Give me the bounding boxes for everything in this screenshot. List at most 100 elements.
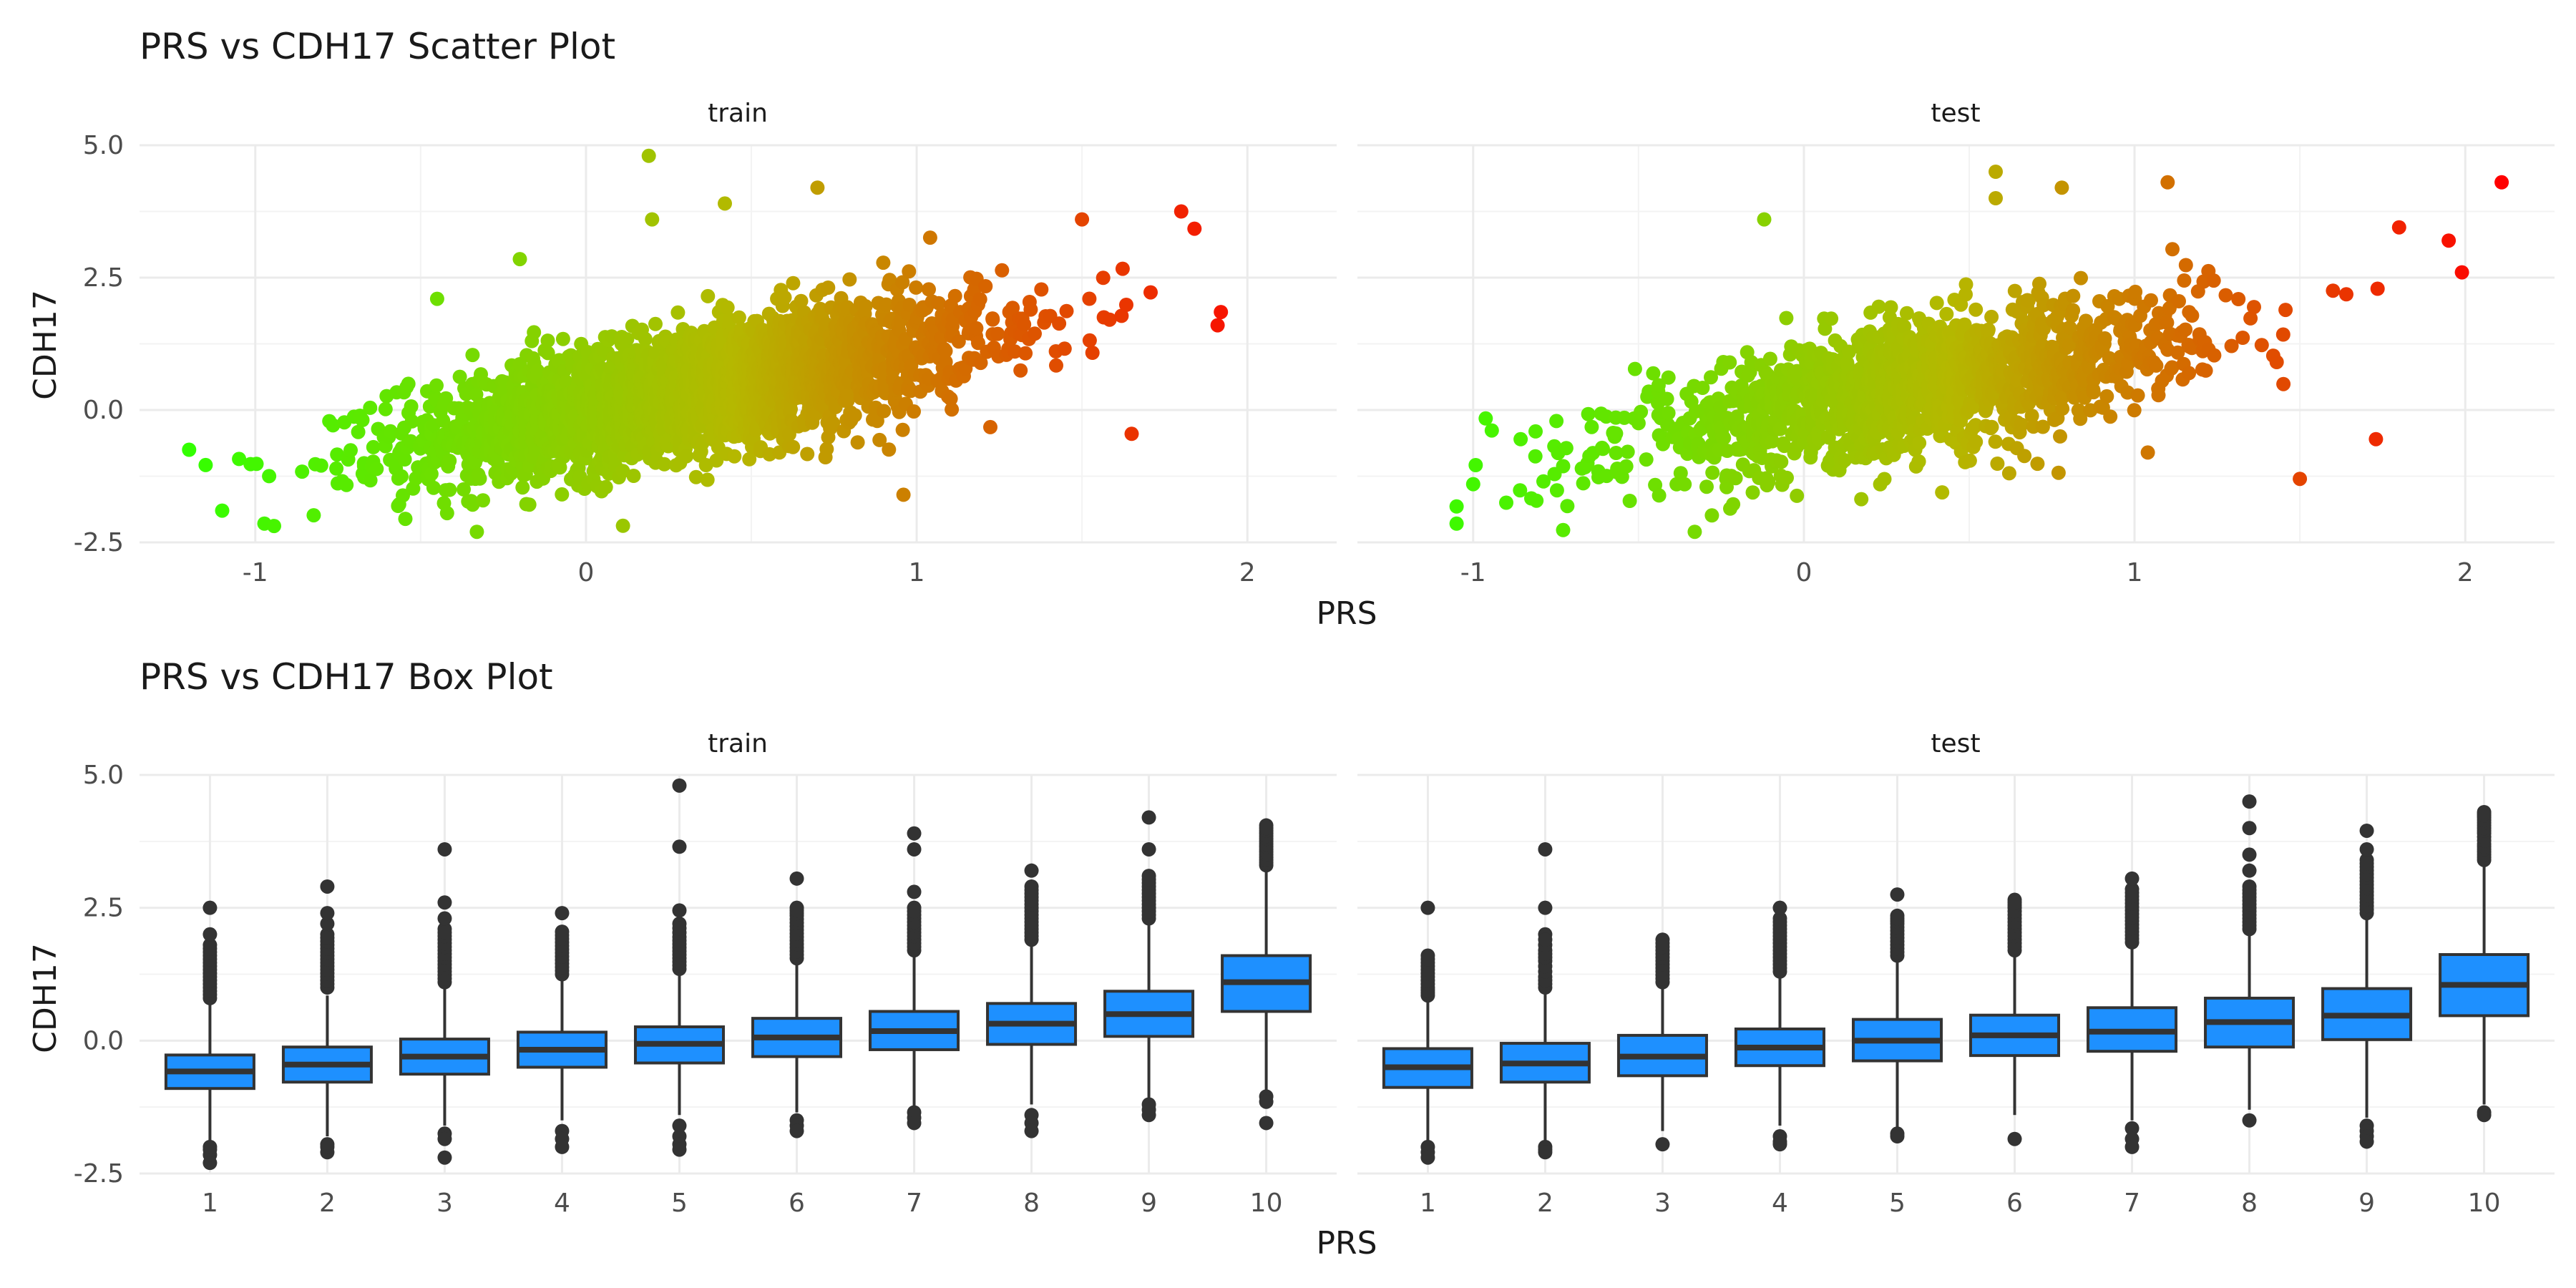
box-outlier <box>1538 900 1553 915</box>
box-outlier <box>320 930 335 945</box>
scatter-point <box>555 487 570 502</box>
box-outlier <box>1890 887 1905 902</box>
scatter-point <box>983 419 997 434</box>
scatter-point <box>404 399 419 414</box>
box-outlier <box>789 1123 804 1138</box>
scatter-point <box>2160 175 2175 190</box>
box-outlier <box>203 900 218 915</box>
scatter-point <box>2017 449 2032 464</box>
box-outlier <box>907 884 922 899</box>
scatter-x-tick-label: 2 <box>1239 558 1256 587</box>
scatter-point <box>452 369 467 384</box>
scatter-point <box>2206 273 2221 288</box>
box-outlier <box>1772 1137 1787 1152</box>
box-outlier <box>2359 841 2374 857</box>
scatter-point <box>1560 499 1575 514</box>
box-outlier <box>2124 1139 2140 1154</box>
scatter-point <box>1513 431 1528 447</box>
scatter-point <box>840 393 855 408</box>
scatter-point <box>1877 472 1892 487</box>
scatter-point <box>1619 459 1634 474</box>
scatter-point <box>476 493 490 508</box>
scatter-point <box>306 508 321 523</box>
scatter-point <box>786 275 801 291</box>
box-outlier <box>1259 1094 1274 1109</box>
scatter-point <box>985 312 1000 327</box>
boxplot-x-tick-label: 5 <box>1889 1189 1906 1218</box>
scatter-point <box>1018 346 1033 361</box>
scatter-point <box>1082 333 1097 348</box>
scatter-point <box>2149 358 2164 373</box>
boxplot-x-tick-label: 7 <box>2124 1189 2140 1218</box>
scatter-point <box>396 488 410 503</box>
box-outlier <box>2242 1113 2257 1128</box>
scatter-point <box>876 255 891 270</box>
boxplot-x-tick-label: 7 <box>906 1189 922 1218</box>
box-outlier <box>1655 936 1670 951</box>
scatter-point <box>555 331 570 346</box>
scatter-point <box>1989 191 2003 205</box>
scatter-point <box>850 435 865 450</box>
box-outlier <box>1890 1129 1905 1144</box>
scatter-point <box>1049 358 1063 373</box>
box-outlier <box>1772 900 1787 915</box>
boxplot-x-tick-label: 6 <box>789 1189 805 1218</box>
scatter-point <box>2097 331 2112 346</box>
scatter-point <box>1609 426 1624 441</box>
scatter-point <box>1705 465 1720 480</box>
scatter-point <box>329 461 344 476</box>
scatter-point <box>1677 477 1692 492</box>
scatter-point <box>2140 445 2155 460</box>
box-outlier <box>2007 895 2022 910</box>
scatter-point <box>2066 288 2081 303</box>
boxplot-y-tick-label: 2.5 <box>83 894 124 923</box>
scatter-point <box>401 376 416 391</box>
scatter-point <box>882 442 897 457</box>
scatter-point <box>469 525 484 540</box>
scatter-panel-label-test: test <box>1931 99 1980 128</box>
box-outlier <box>2242 794 2257 809</box>
scatter-point <box>1034 282 1049 297</box>
boxplot-x-tick-label: 10 <box>2468 1189 2501 1218</box>
scatter-point <box>1528 424 1543 439</box>
scatter-point <box>1449 499 1464 514</box>
scatter-point <box>1584 419 1599 434</box>
scatter-point <box>2128 284 2143 299</box>
box-outlier <box>1259 821 1274 836</box>
scatter-point <box>1143 285 1158 300</box>
scatter-point <box>638 331 653 346</box>
box-outlier <box>2242 847 2257 862</box>
box-outlier <box>437 841 452 857</box>
scatter-point <box>1187 221 1202 236</box>
scatter-point <box>424 467 439 482</box>
boxplot-x-tick-label: 10 <box>1250 1189 1283 1218</box>
scatter-point <box>2127 403 2142 418</box>
box-outlier <box>1420 952 1435 967</box>
scatter-point <box>1059 303 1074 318</box>
scatter-point <box>1639 452 1654 467</box>
box-outlier <box>672 1142 687 1157</box>
scatter-point <box>922 230 937 245</box>
scatter-point <box>1728 471 1743 486</box>
scatter-point <box>1013 363 1028 378</box>
scatter-point <box>2066 303 2081 318</box>
scatter-point <box>527 325 542 340</box>
scatter-point <box>515 480 530 495</box>
boxplot-x-tick-label: 4 <box>554 1189 570 1218</box>
box-outlier <box>437 895 452 910</box>
scatter-point <box>1726 497 1741 512</box>
scatter-point <box>1699 479 1714 494</box>
scatter-point <box>1528 449 1543 464</box>
box-outlier <box>2477 1108 2492 1123</box>
scatter-point <box>2086 385 2101 400</box>
scatter-y-tick-label: -2.5 <box>74 528 124 557</box>
scatter-point <box>641 148 656 163</box>
boxplot-y-tick-label: 5.0 <box>83 761 124 790</box>
scatter-point <box>2254 338 2269 353</box>
box-outlier <box>320 906 335 921</box>
scatter-point <box>2185 308 2200 323</box>
scatter-point <box>1556 459 1571 474</box>
scatter-point <box>777 290 792 305</box>
scatter-point <box>2441 233 2457 248</box>
scatter-point <box>1622 494 1637 508</box>
